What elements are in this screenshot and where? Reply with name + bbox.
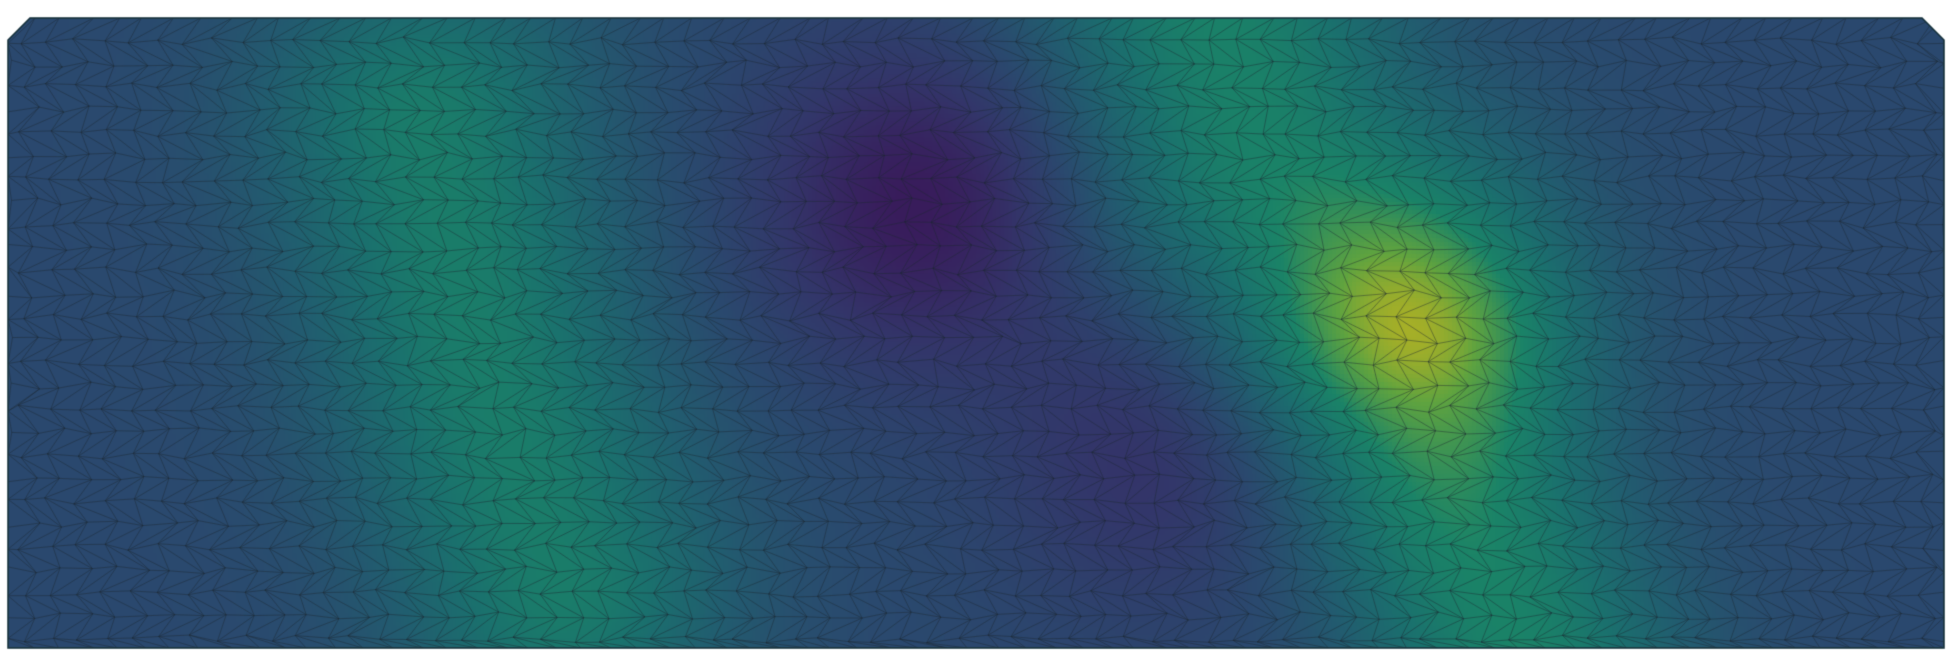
mesh-field-canvas [0, 0, 1952, 650]
